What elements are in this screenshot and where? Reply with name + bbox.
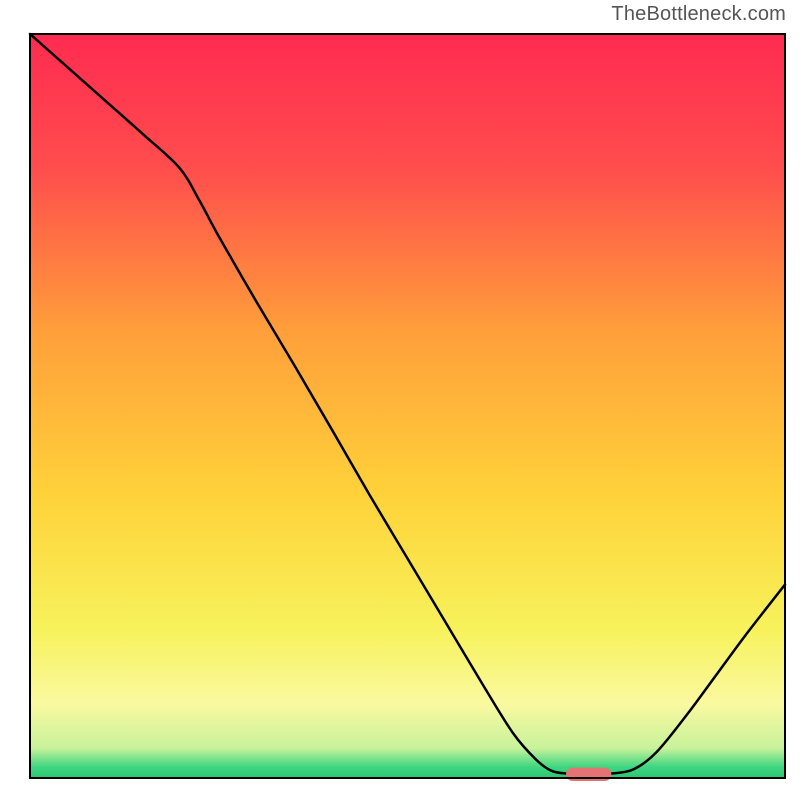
bottleneck-chart	[0, 0, 800, 800]
chart-container: TheBottleneck.com	[0, 0, 800, 800]
plot-background	[30, 34, 785, 778]
watermark-text: TheBottleneck.com	[611, 3, 786, 26]
